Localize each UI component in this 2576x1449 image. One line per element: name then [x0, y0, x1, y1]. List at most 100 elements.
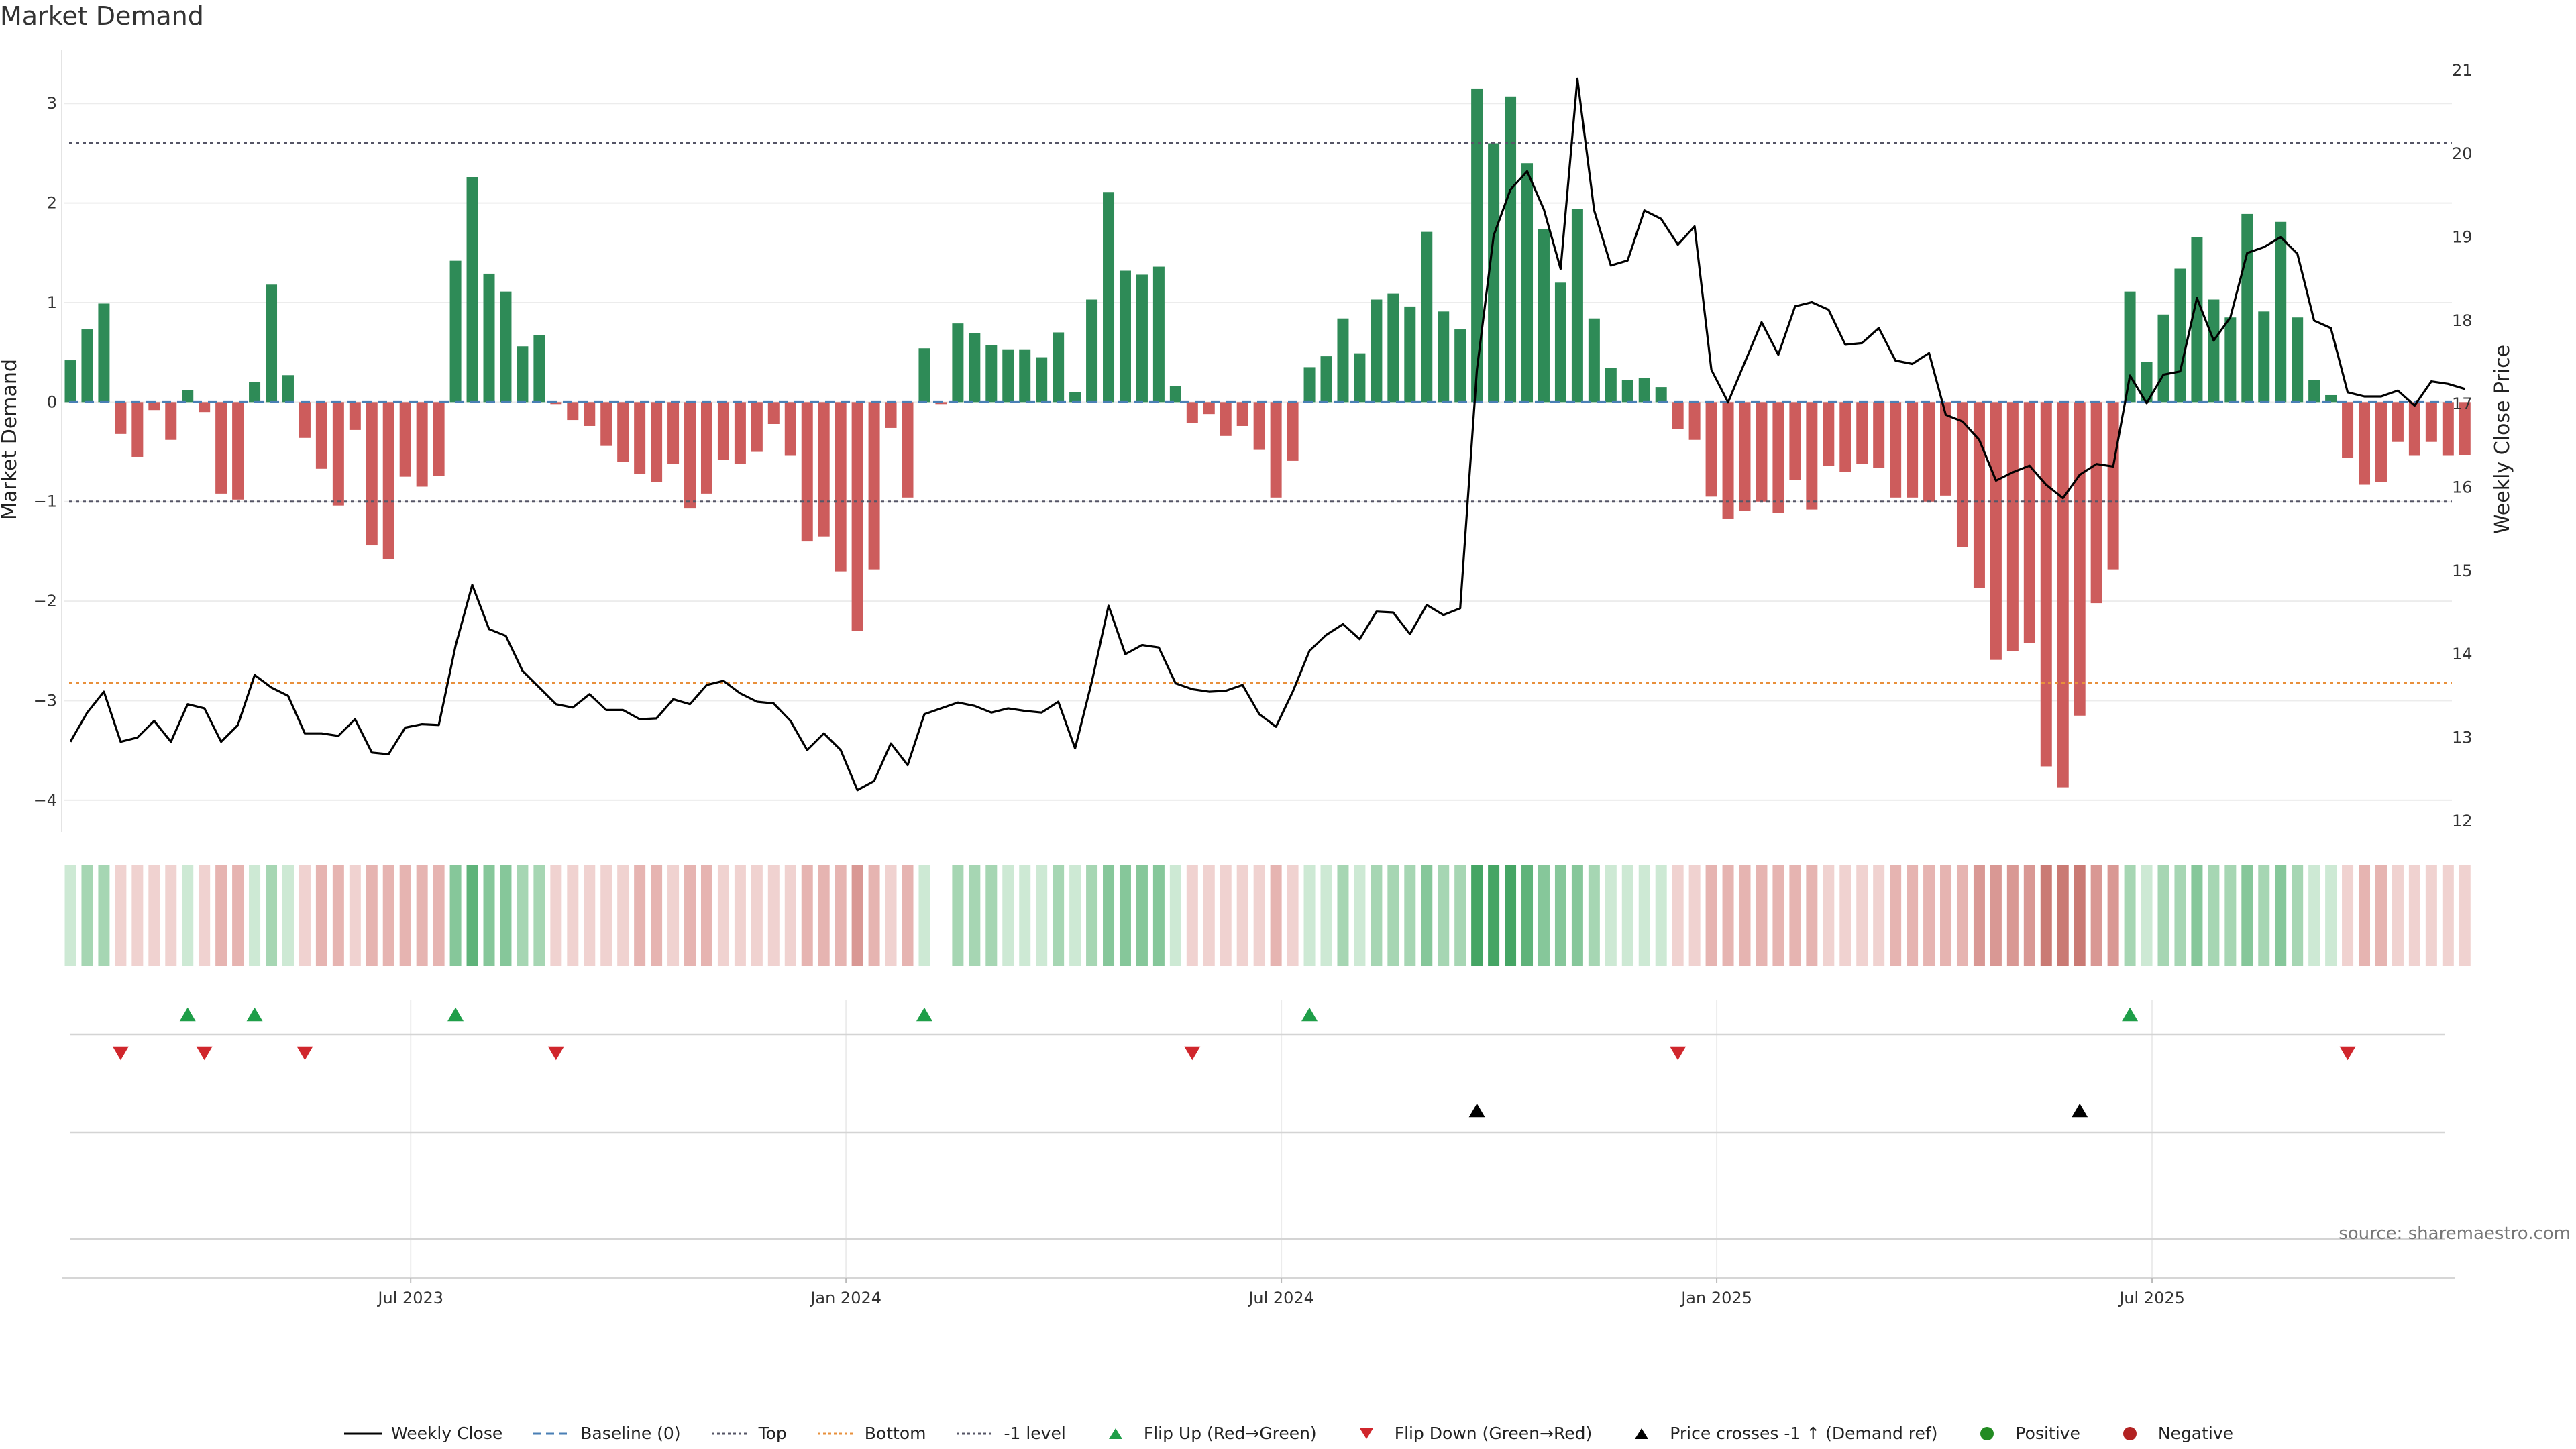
intensity-cell — [2040, 865, 2052, 966]
intensity-cell — [1839, 865, 1851, 966]
demand-bar-positive — [1488, 143, 1500, 402]
intensity-cell — [299, 865, 311, 966]
demand-bar-negative — [1253, 402, 1265, 450]
intensity-cell — [215, 865, 227, 966]
demand-bar-negative — [148, 402, 160, 411]
demand-bar-negative — [1672, 402, 1684, 429]
demand-bar-negative — [885, 402, 897, 428]
intensity-cell — [1421, 865, 1433, 966]
y2-tick-label: 18 — [2452, 311, 2473, 330]
demand-bar-negative — [835, 402, 847, 572]
flip-down-marker — [112, 1046, 129, 1061]
intensity-cell — [1387, 865, 1399, 966]
x-tick-label: Jul 2025 — [2118, 1289, 2185, 1307]
intensity-cell — [667, 865, 680, 966]
demand-bar-positive — [1571, 209, 1583, 402]
intensity-cell — [1638, 865, 1650, 966]
demand-bar-negative — [315, 402, 327, 469]
demand-bar-negative — [131, 402, 144, 457]
intensity-cell — [684, 865, 696, 966]
demand-bar-positive — [1588, 318, 1600, 402]
demand-bar-negative — [2074, 402, 2086, 716]
intensity-cell — [1086, 865, 1098, 966]
flip-down-marker — [196, 1046, 213, 1061]
legend-symbol — [711, 1432, 749, 1434]
demand-bar-negative — [399, 402, 411, 477]
intensity-cell — [1923, 865, 1935, 966]
intensity-cell — [1053, 865, 1065, 966]
demand-bar-negative — [1890, 402, 1902, 498]
intensity-cell — [466, 865, 478, 966]
event-markers — [70, 1007, 2445, 1240]
intensity-cell — [1253, 865, 1265, 966]
demand-bar-positive — [466, 177, 478, 402]
demand-bar-positive — [969, 333, 981, 402]
y2-axis-label: Weekly Close Price — [2491, 345, 2514, 534]
intensity-cell — [801, 865, 813, 966]
demand-bar-positive — [2292, 317, 2304, 402]
intensity-cell — [1605, 865, 1617, 966]
intensity-cell — [1756, 865, 1768, 966]
intensity-cell — [449, 865, 462, 966]
intensity-cell — [1069, 865, 1081, 966]
intensity-cell — [1940, 865, 1952, 966]
y2-tick-label: 21 — [2452, 61, 2473, 80]
intensity-cell — [1371, 865, 1383, 966]
flip-up-marker — [1301, 1007, 1318, 1022]
legend-label: Flip Up (Red→Green) — [1143, 1424, 1317, 1443]
demand-bar-negative — [1806, 402, 1818, 510]
y-axis-label: Market Demand — [0, 359, 21, 520]
demand-bar-negative — [2006, 402, 2019, 651]
demand-bar-negative — [299, 402, 311, 438]
legend-symbol — [1635, 1428, 1649, 1439]
demand-bar-negative — [617, 402, 629, 462]
legend-label: Flip Down (Green→Red) — [1394, 1424, 1593, 1443]
demand-bar-negative — [1856, 402, 1868, 464]
flip-down-marker — [297, 1046, 313, 1061]
legend-label: Weekly Close — [390, 1424, 503, 1443]
intensity-cell — [500, 865, 512, 966]
demand-bar-positive — [1303, 367, 1316, 402]
demand-bar-negative — [349, 402, 361, 430]
demand-bar-positive — [1638, 378, 1650, 402]
demand-bar-positive — [952, 323, 964, 402]
demand-bar-positive — [533, 335, 545, 402]
demand-bar-negative — [1705, 402, 1717, 497]
demand-bar-negative — [1956, 402, 1968, 547]
demand-bar-negative — [2375, 402, 2387, 482]
intensity-cell — [985, 865, 998, 966]
demand-bar-positive — [1354, 353, 1366, 402]
intensity-cell — [868, 865, 880, 966]
y2-tick-label: 12 — [2452, 812, 2473, 830]
intensity-cell — [2157, 865, 2169, 966]
demand-bar-positive — [1069, 392, 1081, 402]
x-tick-label: Jan 2025 — [1680, 1289, 1752, 1307]
intensity-cell — [1287, 865, 1299, 966]
intensity-cell — [918, 865, 930, 966]
intensity-cell — [1119, 865, 1131, 966]
demand-bar-positive — [266, 284, 278, 402]
demand-bar-negative — [1772, 402, 1784, 513]
demand-bar-negative — [902, 402, 914, 498]
intensity-cell — [818, 865, 830, 966]
legend-item: Negative — [2110, 1424, 2233, 1443]
demand-bar-negative — [868, 402, 880, 570]
demand-bar-positive — [1152, 266, 1165, 402]
demand-bar-negative — [1940, 402, 1952, 496]
legend-symbol — [1108, 1428, 1122, 1439]
demand-bar-negative — [1823, 402, 1835, 466]
demand-bar-negative — [1756, 402, 1768, 502]
intensity-cell — [952, 865, 964, 966]
intensity-cell — [1705, 865, 1717, 966]
demand-bar-positive — [1036, 357, 1048, 402]
demand-bar-positive — [64, 360, 76, 402]
demand-bar-negative — [667, 402, 680, 464]
demand-bar-negative — [1990, 402, 2002, 660]
legend-label: Price crosses -1 ↑ (Demand ref) — [1670, 1424, 1938, 1443]
flip-up-marker — [2122, 1007, 2139, 1022]
gridlines — [64, 103, 2452, 1278]
demand-bar-positive — [2191, 237, 2203, 402]
demand-bar-negative — [600, 402, 612, 446]
